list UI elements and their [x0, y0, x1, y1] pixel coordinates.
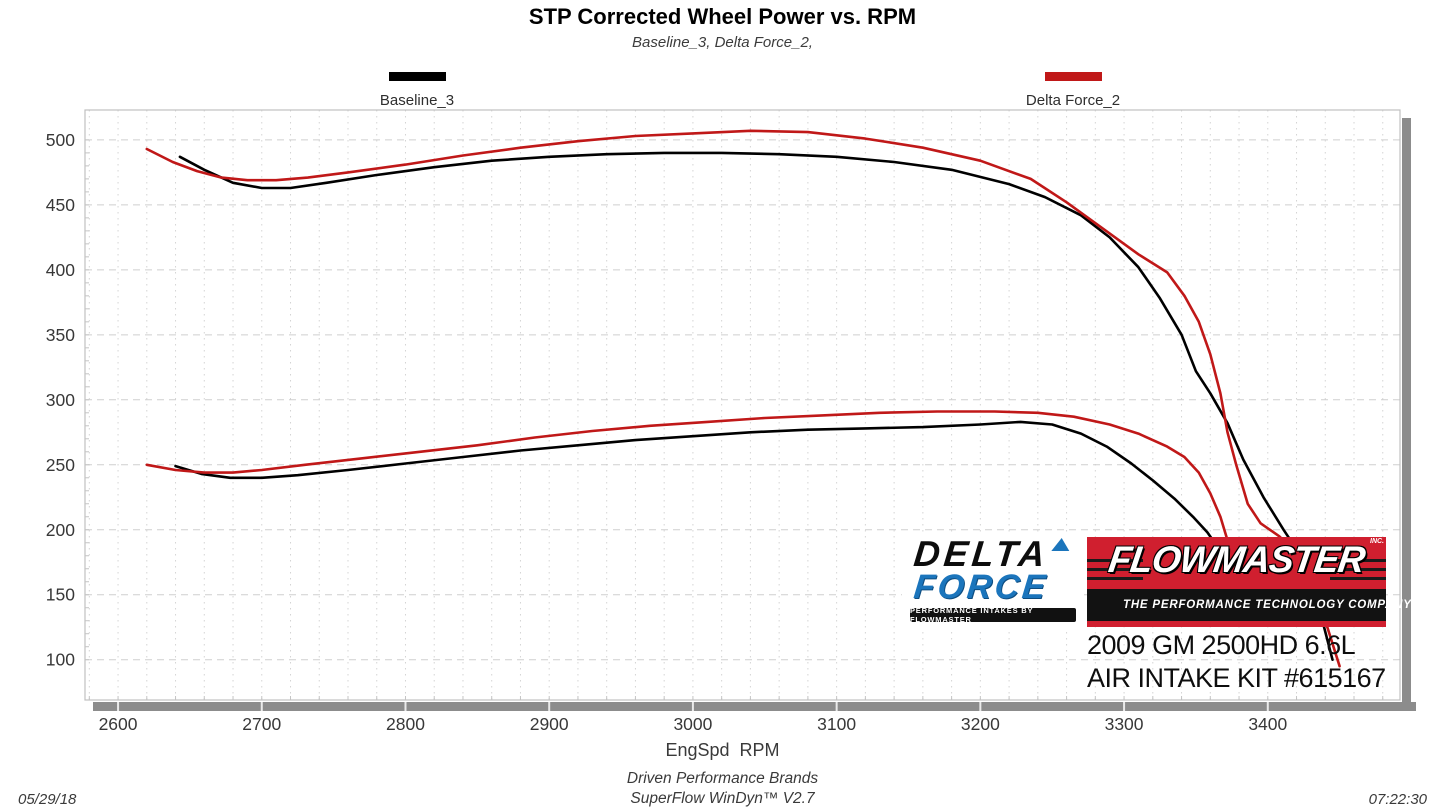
- x-axis-shadow-notch: [260, 702, 263, 711]
- x-axis-shadow-notch: [548, 702, 551, 711]
- flowmaster-wordmark: FLOWMASTER: [1106, 539, 1368, 580]
- x-tick-label: 2600: [99, 714, 138, 734]
- x-axis-shadow-notch: [117, 702, 120, 711]
- y-tick-label: 400: [46, 260, 75, 280]
- x-tick-label: 2900: [530, 714, 569, 734]
- x-tick-label: 3000: [673, 714, 712, 734]
- flowmaster-tagline: THE PERFORMANCE TECHNOLOGY COMPANY: [1123, 599, 1412, 611]
- x-axis-shadow: [93, 702, 1416, 711]
- flowmaster-tagline-band: THE PERFORMANCE TECHNOLOGY COMPANY: [1087, 589, 1411, 621]
- delta-force-word-force: FORCE: [912, 568, 1050, 606]
- y-tick-label: 350: [46, 325, 75, 345]
- x-tick-label: 3200: [961, 714, 1000, 734]
- y-tick-label: 500: [46, 130, 75, 150]
- curve-delta-force-2-lower: [145, 410, 1245, 597]
- delta-force-logo: DELTA FORCE PERFORMANCE INTAKES BY FLOWM…: [902, 533, 1084, 630]
- y-tick-label: 450: [46, 195, 75, 215]
- vehicle-line2: AIR INTAKE KIT #615167: [1087, 663, 1386, 693]
- vehicle-info: 2009 GM 2500HD 6.6L AIR INTAKE KIT #6151…: [1087, 629, 1386, 695]
- legend-item-baseline: Baseline_3: [337, 68, 497, 109]
- delta-force-word-delta: DELTA: [911, 533, 1051, 574]
- page-title: STP Corrected Wheel Power vs. RPM: [528, 4, 917, 29]
- x-axis-shadow-notch: [979, 702, 982, 711]
- delta-force-tagline-bar: PERFORMANCE INTAKES BY FLOWMASTER: [910, 606, 1076, 624]
- chart-subtitle: Baseline_3, Delta Force_2,: [632, 34, 813, 51]
- y-tick-label: 200: [46, 520, 75, 540]
- delta-force-tagline: PERFORMANCE INTAKES BY FLOWMASTER: [910, 606, 1034, 624]
- footer-time: 07:22:30: [1368, 791, 1427, 808]
- y-tick-label: 300: [46, 390, 75, 410]
- x-tick-label: 3400: [1248, 714, 1287, 734]
- vehicle-line1: 2009 GM 2500HD 6.6L: [1087, 630, 1356, 660]
- x-tick-label: 2700: [242, 714, 281, 734]
- flowmaster-stripes-left: [1087, 559, 1143, 585]
- plot-frame: [84, 109, 1401, 701]
- legend-item-delta-force: Delta Force_2: [993, 68, 1153, 109]
- y-tick-label: 150: [46, 585, 75, 605]
- x-tick-label: 3100: [817, 714, 856, 734]
- legend-label-baseline: Baseline_3: [379, 92, 455, 109]
- legend-label-delta-force: Delta Force_2: [1025, 92, 1121, 109]
- footer-date: 05/29/18: [18, 791, 77, 808]
- x-tick-label: 3300: [1105, 714, 1144, 734]
- delta-force-triangle-icon: [1051, 538, 1071, 551]
- curve-baseline-3-upper: [178, 151, 1334, 662]
- x-axis-shadow-notch: [404, 702, 407, 711]
- y-axis-shadow: [1402, 118, 1411, 711]
- x-axis-shadow-notch: [691, 702, 694, 711]
- curve-baseline-3-lower: [174, 420, 1244, 597]
- flowmaster-logo: FLOWMASTER INC. THE PERFORMANCE TECHNOLO…: [1087, 537, 1411, 627]
- y-tick-label: 250: [46, 455, 75, 475]
- x-axis-shadow-notch: [1266, 702, 1269, 711]
- curve-delta-force-2-upper: [145, 129, 1341, 668]
- legend-swatch-baseline: [388, 72, 446, 81]
- x-tick-label: 2800: [386, 714, 425, 734]
- footer-software-line: SuperFlow WinDyn™ V2.7: [630, 790, 815, 807]
- flowmaster-stripes-right: [1330, 559, 1386, 585]
- y-tick-label: 100: [46, 650, 75, 670]
- x-axis-shadow-notch: [835, 702, 838, 711]
- footer-brand-line: Driven Performance Brands: [626, 770, 819, 787]
- flowmaster-inc-mark: INC.: [1370, 538, 1384, 545]
- legend-swatch-delta-force: [1044, 72, 1102, 81]
- x-axis-shadow-notch: [1123, 702, 1126, 711]
- x-axis-title: EngSpd RPM: [665, 740, 780, 760]
